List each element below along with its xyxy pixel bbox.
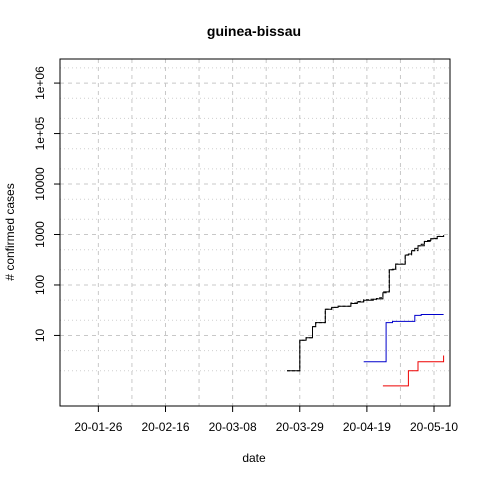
x-tick-label: 20-02-16 xyxy=(141,420,189,434)
x-axis-label: date xyxy=(242,451,266,465)
grid xyxy=(60,59,450,406)
y-tick-label: 100 xyxy=(33,275,47,295)
y-axis-label: # confirmed cases xyxy=(3,183,17,280)
plot-frame xyxy=(59,58,451,407)
y-tick-label: 1000 xyxy=(33,221,47,248)
y-tick-label: 1e+06 xyxy=(33,66,47,100)
y-tick-label: 1e+05 xyxy=(33,116,47,150)
series-line-2 xyxy=(363,314,444,363)
x-tick-label: 20-03-29 xyxy=(276,420,324,434)
x-tick-label: 20-05-10 xyxy=(410,420,458,434)
series-line-3 xyxy=(382,355,445,387)
y-axis: 10 100 1000 10000 1e+05 1e+06 xyxy=(33,66,60,342)
series-group xyxy=(287,235,445,387)
x-tick-label: 20-01-26 xyxy=(74,420,122,434)
series-line-1 xyxy=(287,235,445,372)
x-axis: 20-01-26 20-02-16 20-03-08 20-03-29 20-04-19… xyxy=(74,406,458,434)
x-tick-label: 20-04-19 xyxy=(343,420,391,434)
chart-title: guinea-bissau xyxy=(207,23,301,39)
y-tick-label: 10000 xyxy=(33,167,47,201)
y-tick-label: 10 xyxy=(33,328,47,342)
x-tick-label: 20-03-08 xyxy=(209,420,257,434)
